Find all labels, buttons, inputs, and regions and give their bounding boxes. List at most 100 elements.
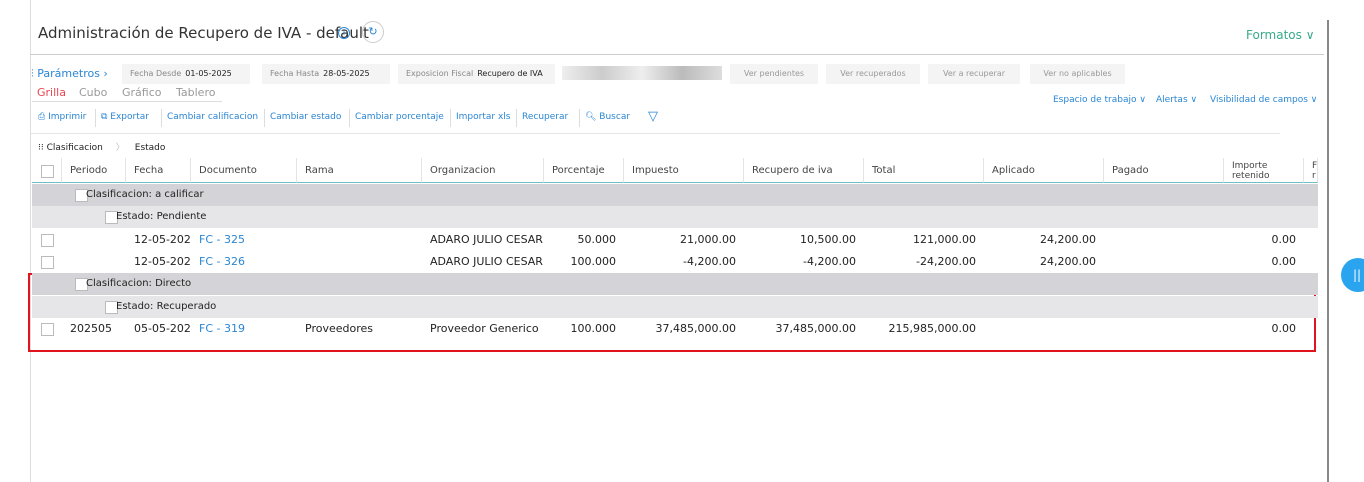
checkbox[interactable] — [105, 300, 118, 314]
divider — [30, 133, 1280, 134]
column-header[interactable]: Organizacion — [422, 158, 544, 183]
table-cell: 10,500.00 — [800, 232, 856, 246]
button-label: Cambiar calificacion — [167, 112, 259, 122]
group-row — [32, 184, 1318, 206]
table-cell: 24,200.00 — [1040, 254, 1096, 268]
refresh-button[interactable]: ↻ — [362, 21, 384, 43]
separator — [161, 109, 162, 127]
button-label: Cambiar porcentaje — [355, 112, 444, 122]
button-label: Imprimir — [48, 112, 87, 122]
group-row — [32, 295, 1318, 318]
column-header[interactable]: Aplicado — [984, 158, 1104, 183]
column-header[interactable]: Impuesto — [624, 158, 744, 183]
right-link[interactable]: Alertas ∨ — [1156, 95, 1198, 105]
param-field[interactable]: Exposicion Fiscal Recupero de IVA — [398, 64, 555, 84]
group-chip[interactable]: Estado — [134, 143, 166, 153]
checkbox[interactable] — [41, 322, 54, 336]
toolbar-button[interactable]: Cambiar porcentaje — [355, 112, 444, 122]
table-cell[interactable]: FC - 326 — [199, 254, 245, 268]
table-cell: ADARO JULIO CESAR — [430, 254, 543, 268]
table-cell[interactable]: FC - 319 — [199, 321, 245, 335]
column-header[interactable]: Documento — [191, 158, 297, 183]
column-header[interactable]: Periodo — [62, 158, 126, 183]
group-label: Estado: Pendiente — [116, 211, 207, 223]
table-cell: 05-05-2025 — [134, 321, 191, 335]
button-label: Cambiar estado — [270, 112, 342, 122]
formats-label: Formatos — [1246, 28, 1302, 42]
group-row — [32, 206, 1318, 229]
table-cell: Proveedores — [305, 321, 373, 335]
right-link[interactable]: Visibilidad de campos ∨ — [1210, 95, 1318, 105]
blurred-field — [562, 66, 722, 80]
column-header[interactable]: Importe retenido — [1224, 158, 1304, 183]
checkbox[interactable] — [41, 255, 54, 269]
tab[interactable]: Cubo — [79, 86, 108, 99]
separator — [579, 109, 580, 127]
filter-button[interactable]: Ver a recuperar — [928, 64, 1020, 84]
toolbar-button[interactable]: ⧉ Exportar — [101, 112, 149, 122]
field-value: 28-05-2025 — [323, 69, 370, 78]
column-header[interactable]: F r — [1304, 158, 1318, 183]
table-cell: 215,985,000.00 — [888, 321, 976, 335]
column-header[interactable]: Rama — [297, 158, 422, 183]
checkbox[interactable] — [75, 189, 88, 202]
toolbar-button[interactable]: Importar xls — [456, 112, 510, 122]
separator — [264, 109, 265, 127]
table-cell[interactable]: FC - 325 — [199, 232, 245, 246]
toolbar-button[interactable]: Cambiar calificacion — [167, 112, 258, 122]
toolbar-button[interactable]: Cambiar estado — [270, 112, 341, 122]
link-label: Alertas — [1156, 95, 1188, 105]
column-header[interactable]: Fecha — [126, 158, 191, 183]
right-link[interactable]: Espacio de trabajo ∨ — [1053, 95, 1146, 105]
checkbox[interactable] — [41, 233, 54, 247]
panel — [30, 0, 1329, 482]
param-field[interactable]: Fecha Hasta 28-05-2025 — [262, 64, 390, 84]
filter-icon[interactable]: ▽ — [648, 109, 658, 124]
table-cell: -24,200.00 — [916, 254, 976, 268]
params-link[interactable]: ⫶ Parámetros › — [31, 67, 108, 80]
group-label: Clasificacion: Directo — [86, 278, 192, 290]
info-icon[interactable]: i — [338, 27, 350, 39]
table-cell: 0.00 — [1271, 254, 1297, 268]
column-header[interactable]: Pagado — [1104, 158, 1224, 183]
toolbar-button[interactable]: 🔍︎ Buscar — [585, 112, 631, 122]
table-cell: 50.000 — [577, 232, 617, 246]
table-cell: 37,485,000.00 — [775, 321, 856, 335]
button-label: Exportar — [110, 112, 149, 122]
header-cell — [32, 158, 62, 183]
field-label: Fecha Desde — [130, 69, 182, 78]
checkbox[interactable] — [41, 165, 54, 178]
filter-button[interactable]: Ver pendientes — [730, 64, 818, 84]
link-label: Visibilidad de campos — [1210, 95, 1308, 105]
toolbar-button[interactable]: ⎙ Imprimir — [38, 112, 87, 122]
table-cell: 121,000.00 — [913, 232, 976, 246]
column-header[interactable]: Porcentaje — [544, 158, 624, 183]
table-cell: 12-05-2025 — [134, 232, 191, 246]
params-label: Parámetros — [37, 67, 100, 80]
toolbar-button[interactable]: Recuperar — [522, 112, 568, 122]
separator — [349, 109, 350, 127]
table-cell: 24,200.00 — [1040, 232, 1096, 246]
column-header[interactable]: Recupero de iva — [744, 158, 864, 183]
column-header[interactable]: Total — [864, 158, 984, 183]
group-chip[interactable]: Clasificacion — [46, 143, 103, 153]
filter-button[interactable]: Ver no aplicables — [1030, 64, 1125, 84]
table-cell: 202505 — [70, 321, 112, 335]
tab[interactable]: Gráfico — [122, 86, 162, 99]
tab[interactable]: Grilla — [37, 86, 66, 99]
table-cell: 21,000.00 — [680, 232, 736, 246]
filter-button[interactable]: Ver recuperados — [826, 64, 920, 84]
tab[interactable]: Tablero — [176, 86, 216, 99]
table-cell: 37,485,000.00 — [655, 321, 736, 335]
tab-underline — [32, 101, 222, 102]
checkbox[interactable] — [105, 211, 118, 225]
formats-link[interactable]: Formatos ∨ — [1246, 28, 1315, 42]
separator — [516, 109, 517, 127]
button-label: Recuperar — [522, 112, 569, 122]
side-handle[interactable]: || — [1341, 258, 1364, 292]
checkbox[interactable] — [75, 278, 88, 292]
table-cell: ADARO JULIO CESAR — [430, 232, 543, 246]
separator — [450, 109, 451, 127]
param-field[interactable]: Fecha Desde 01-05-2025 — [122, 64, 250, 84]
